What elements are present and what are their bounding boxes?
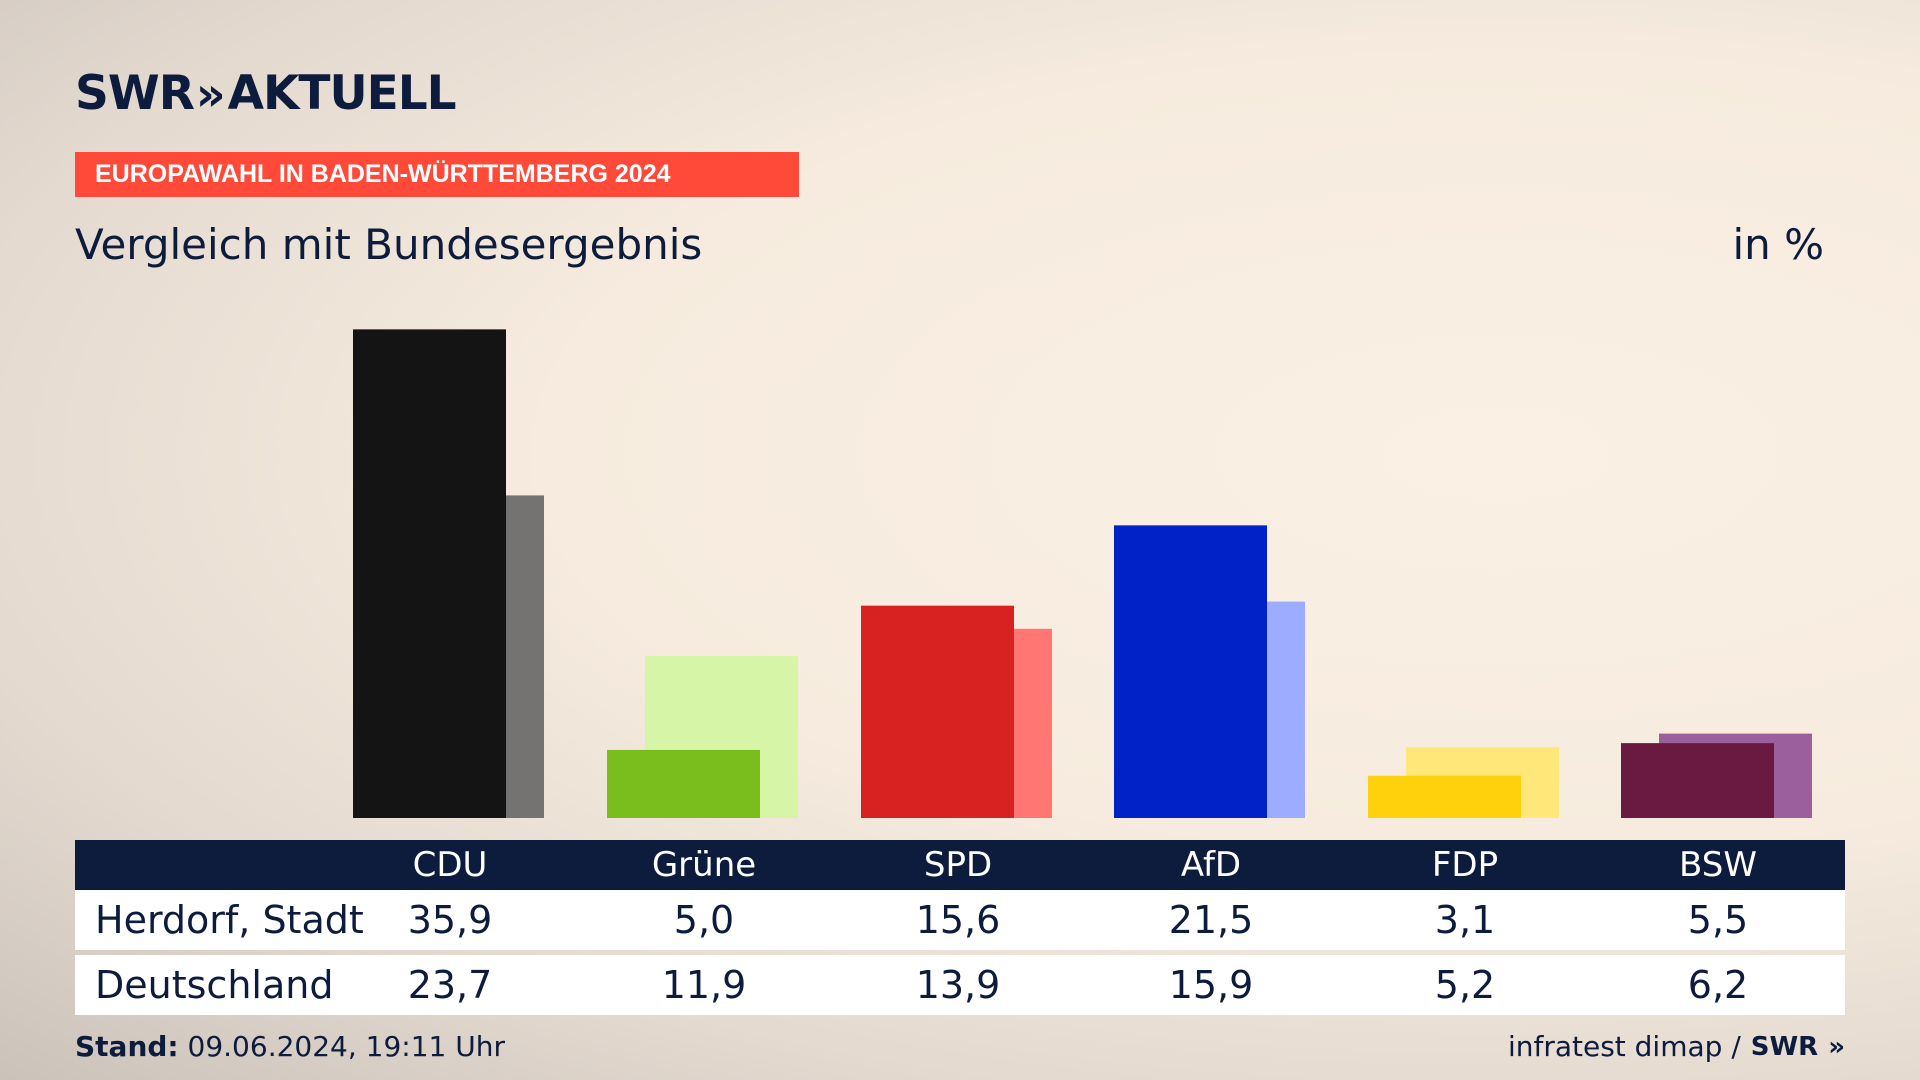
chart-subtitle: Vergleich mit Bundesergebnis [75, 220, 703, 269]
column-header-cdu: CDU [412, 845, 488, 885]
table-cell: 5,5 [1687, 898, 1749, 942]
table-row-deutschland: Deutschland 23,7 11,9 13,9 15,9 5,2 6,2 [75, 955, 1845, 1015]
table-cell: 5,2 [1434, 963, 1496, 1007]
swr-aktuell-logo: SWR » AKTUELL [75, 66, 457, 121]
bar-herdorf-grüne [607, 749, 760, 818]
table-cell: 5,0 [673, 898, 735, 942]
table-cell: 35,9 [407, 898, 493, 942]
stand-value: 09.06.2024, 19:11 Uhr [187, 1030, 505, 1063]
source-credit: infratest dimap / SWR » [1508, 1030, 1845, 1063]
column-header-spd: SPD [923, 845, 993, 885]
results-table: CDU Grüne SPD AfD FDP BSW Herdorf, Stadt 35,9… [75, 840, 1845, 1015]
bar-herdorf-afd [1114, 525, 1267, 818]
logo-aktuell-text: AKTUELL [227, 66, 457, 121]
table-cell: 6,2 [1687, 963, 1749, 1007]
source-chevron-icon: » [1828, 1031, 1845, 1062]
bar-herdorf-bsw [1621, 743, 1774, 818]
table-cell: 13,9 [915, 963, 1001, 1007]
row-label: Herdorf, Stadt [95, 898, 364, 942]
table-cell: 23,7 [407, 963, 493, 1007]
table-row-herdorf: Herdorf, Stadt 35,9 5,0 15,6 21,5 3,1 5,5 [75, 890, 1845, 950]
column-header-fdp: FDP [1431, 845, 1499, 885]
stand-label: Stand: [75, 1030, 179, 1063]
row-label: Deutschland [95, 963, 334, 1007]
table-cell: 15,9 [1168, 963, 1254, 1007]
column-header-bsw: BSW [1679, 845, 1757, 885]
source-brand: SWR [1750, 1031, 1819, 1062]
column-header-afd: AfD [1180, 845, 1242, 885]
table-cell: 21,5 [1168, 898, 1254, 942]
bar-herdorf-cdu [353, 329, 506, 818]
column-header-grüne: Grüne [651, 845, 757, 885]
table-cell: 15,6 [915, 898, 1001, 942]
bar-herdorf-fdp [1368, 775, 1521, 818]
table-cell: 3,1 [1434, 898, 1496, 942]
unit-label: in % [1732, 220, 1824, 269]
bar-chart [353, 329, 1812, 818]
table-cell: 11,9 [661, 963, 747, 1007]
table-header: CDU Grüne SPD AfD FDP BSW [75, 840, 1845, 890]
logo-swr-text: SWR [75, 66, 195, 121]
bar-herdorf-spd [861, 605, 1014, 818]
kicker-banner: EUROPAWAHL IN BADEN-WÜRTTEMBERG 2024 [75, 152, 799, 197]
source-text: infratest dimap / [1507, 1030, 1741, 1063]
timestamp: Stand: 09.06.2024, 19:11 Uhr [75, 1030, 505, 1063]
